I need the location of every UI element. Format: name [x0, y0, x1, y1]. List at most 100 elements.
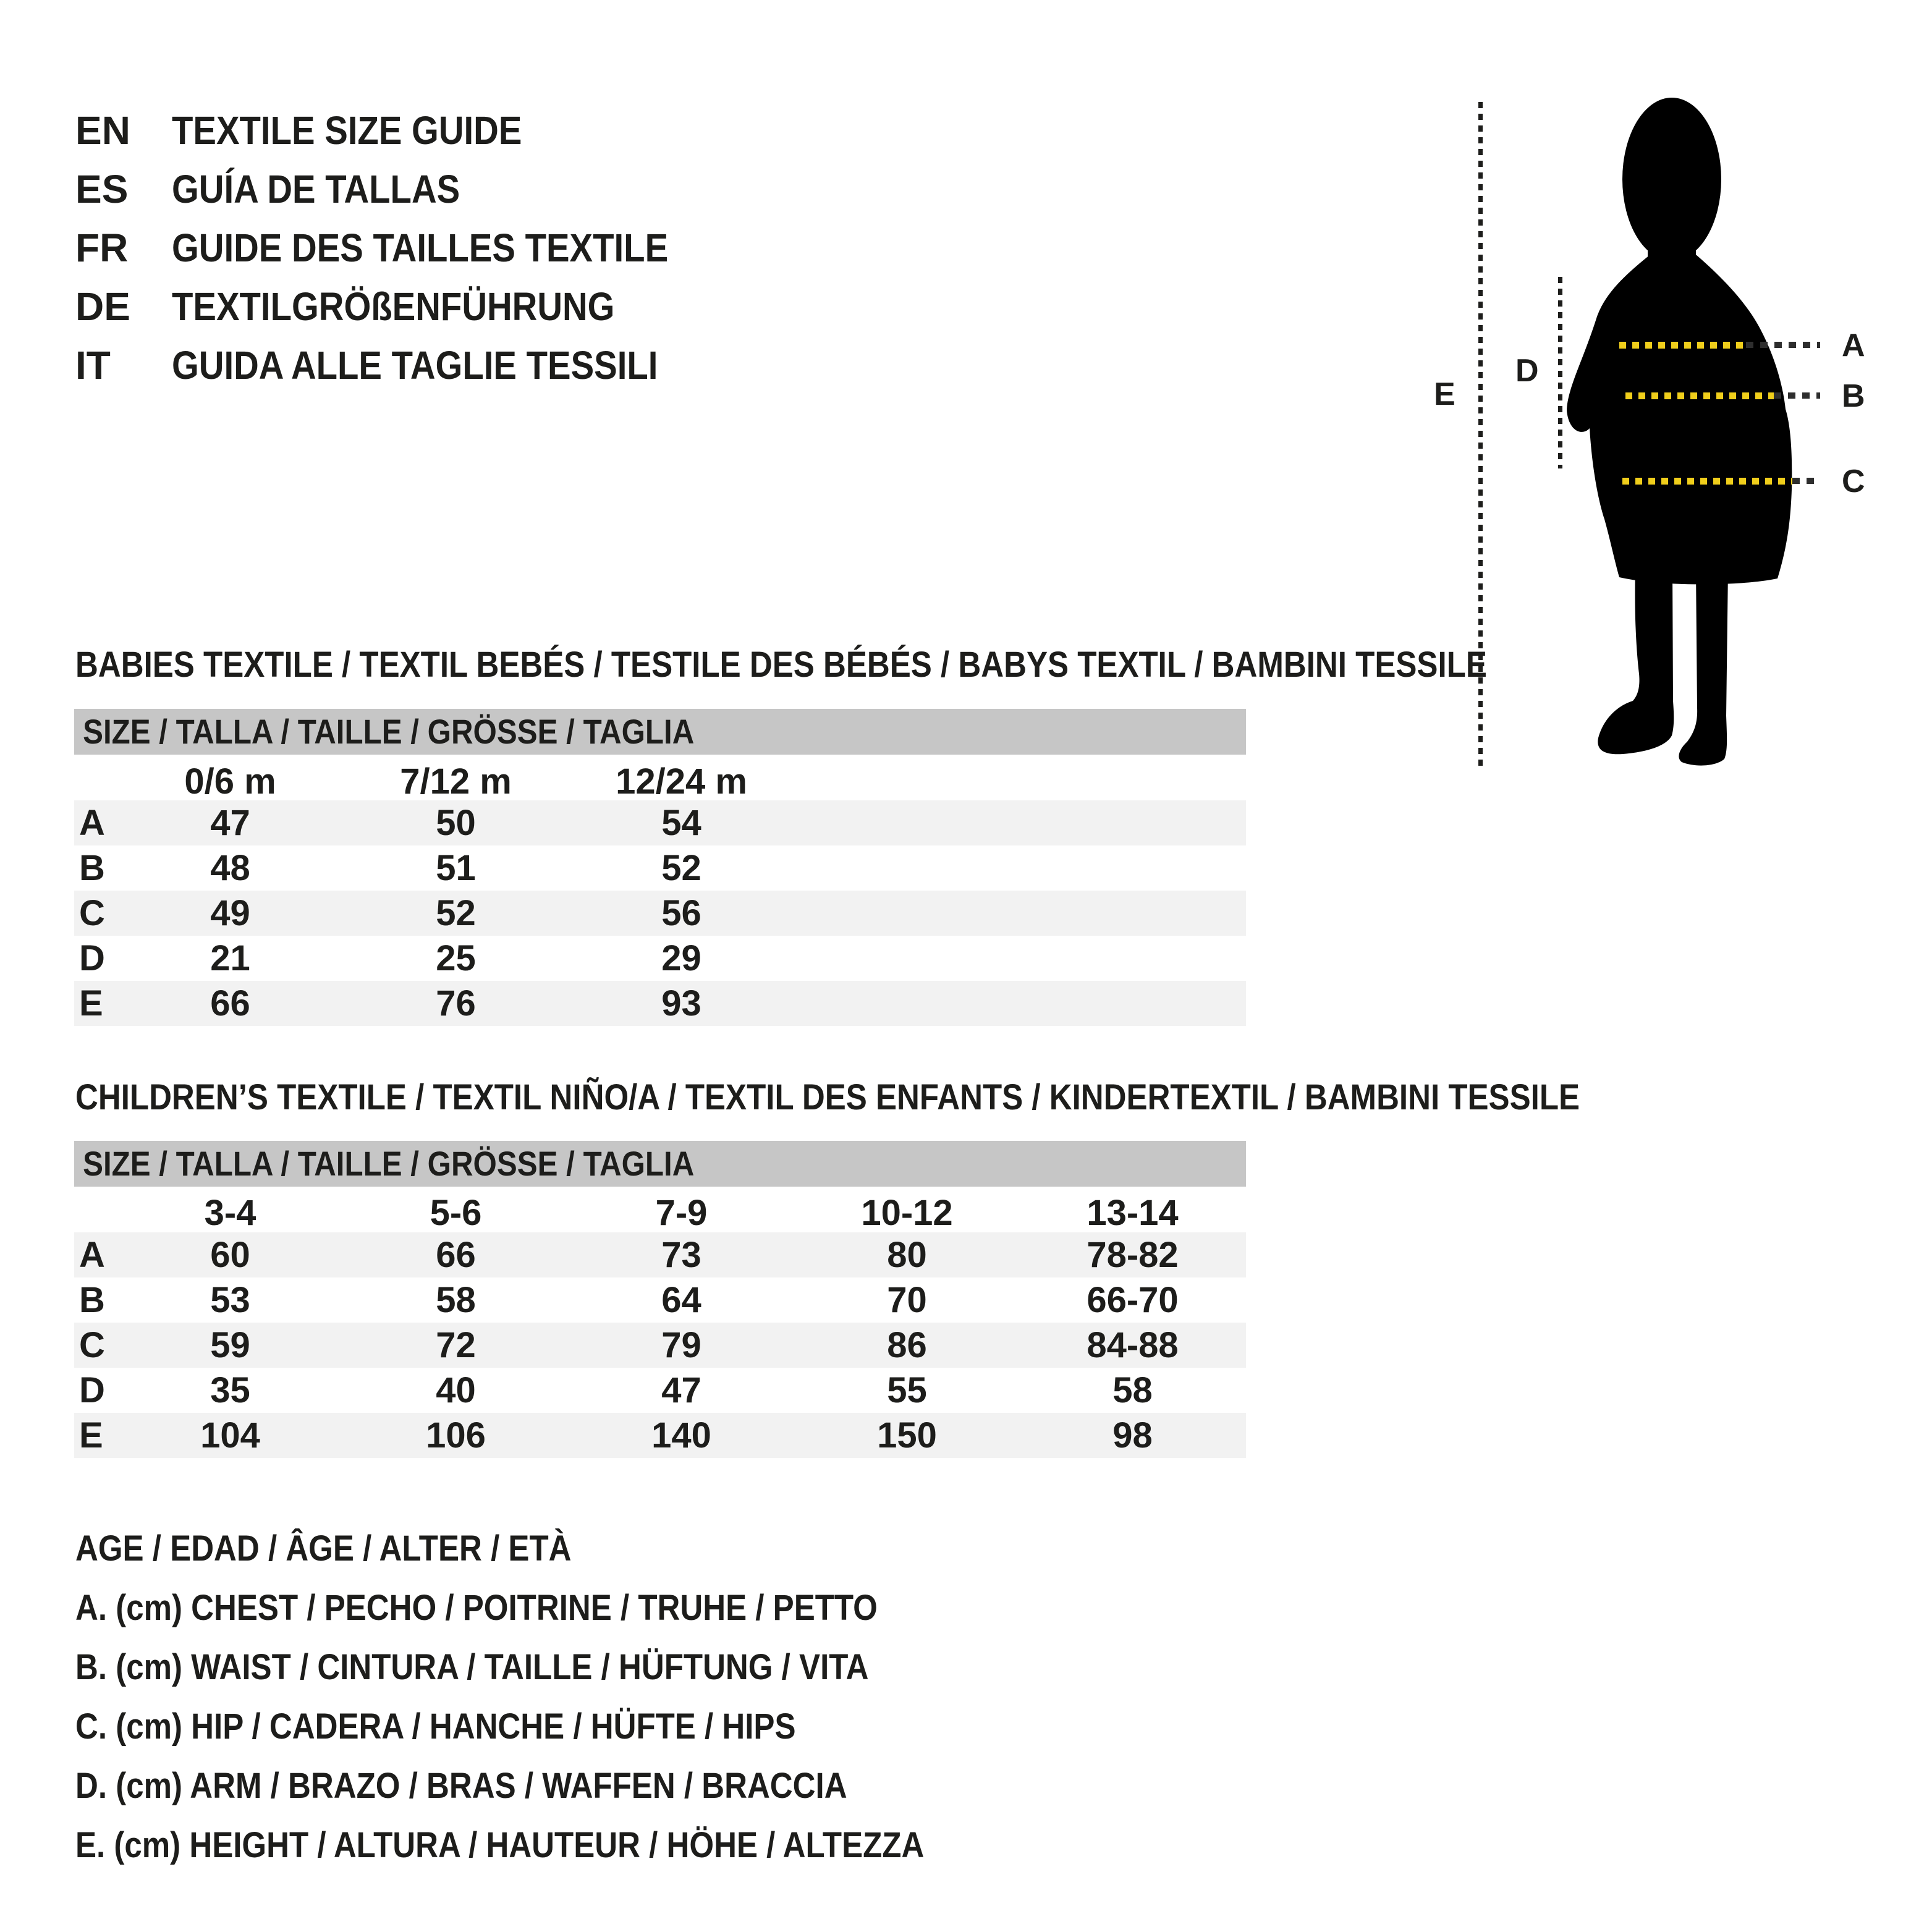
- row-label: B: [79, 848, 105, 888]
- table-cell: 76: [436, 983, 476, 1023]
- table-cell: 58: [436, 1280, 476, 1320]
- table-cell: 54: [661, 803, 701, 843]
- height-measure-line-e: [1478, 102, 1483, 766]
- waist-measure-line-b: [1625, 392, 1774, 399]
- table-cell: 29: [661, 938, 701, 978]
- row-label: E: [79, 983, 103, 1023]
- table-cell: 47: [210, 803, 250, 843]
- language-title-it: GUIDA ALLE TAGLIE TESSILI: [172, 343, 658, 388]
- children-column-header: 3-4: [204, 1192, 256, 1233]
- babies-size-header-bar: SIZE / TALLA / TAILLE / GRÖSSE / TAGLIA: [74, 709, 1246, 755]
- children-column-header: 5-6: [430, 1192, 482, 1233]
- table-cell: 21: [210, 938, 250, 978]
- table-cell: 49: [210, 893, 250, 933]
- table-cell: 150: [877, 1415, 937, 1455]
- table-row: C 49 52 56: [74, 891, 1246, 936]
- row-label: A: [79, 1235, 105, 1275]
- language-code-en: EN: [75, 108, 130, 153]
- arm-measure-line-d: [1558, 277, 1562, 468]
- babies-size-header-text: SIZE / TALLA / TAILLE / GRÖSSE / TAGLIA: [83, 712, 695, 751]
- table-cell: 78-82: [1087, 1235, 1179, 1275]
- language-title-de: TEXTILGRÖßENFÜHRUNG: [172, 284, 615, 329]
- table-cell: 66-70: [1087, 1280, 1179, 1320]
- figure-label-d: D: [1515, 353, 1539, 389]
- table-cell: 64: [661, 1280, 701, 1320]
- table-cell: 56: [661, 893, 701, 933]
- table-cell: 70: [887, 1280, 927, 1320]
- table-cell: 104: [200, 1415, 260, 1455]
- language-title-fr: GUIDE DES TAILLES TEXTILE: [172, 226, 669, 270]
- children-column-header: 13-14: [1087, 1192, 1179, 1233]
- table-cell: 140: [651, 1415, 711, 1455]
- figure-label-c: C: [1842, 464, 1865, 499]
- table-cell: 72: [436, 1325, 476, 1365]
- babies-column-header: 12/24 m: [616, 761, 747, 802]
- table-cell: 73: [661, 1235, 701, 1275]
- table-cell: 50: [436, 803, 476, 843]
- waist-measure-line-b-extension: [1774, 392, 1820, 399]
- legend-line-arm: D. (cm) ARM / BRAZO / BRAS / WAFFEN / BR…: [75, 1766, 847, 1806]
- children-table: A 60 66 73 80 78-82 B 53 58 64 70 66-70 …: [74, 1232, 1246, 1458]
- language-code-de: DE: [75, 284, 130, 329]
- legend-line-hip: C. (cm) HIP / CADERA / HANCHE / HÜFTE / …: [75, 1706, 796, 1747]
- table-cell: 52: [436, 893, 476, 933]
- language-title-es: GUÍA DE TALLAS: [172, 167, 460, 211]
- table-cell: 52: [661, 848, 701, 888]
- table-cell: 106: [426, 1415, 486, 1455]
- table-cell: 25: [436, 938, 476, 978]
- child-silhouette-icon: [1567, 98, 1792, 766]
- table-cell: 35: [210, 1370, 250, 1410]
- table-row: D 35 40 47 55 58: [74, 1368, 1246, 1413]
- table-cell: 53: [210, 1280, 250, 1320]
- table-row: E 66 76 93: [74, 981, 1246, 1026]
- table-cell: 40: [436, 1370, 476, 1410]
- table-cell: 48: [210, 848, 250, 888]
- row-label: C: [79, 893, 105, 933]
- children-size-header-text: SIZE / TALLA / TAILLE / GRÖSSE / TAGLIA: [83, 1144, 695, 1183]
- table-cell: 93: [661, 983, 701, 1023]
- table-row: C 59 72 79 86 84-88: [74, 1323, 1246, 1368]
- table-row: B 48 51 52: [74, 845, 1246, 891]
- babies-section-heading: BABIES TEXTILE / TEXTIL BEBÉS / TESTILE …: [75, 645, 1487, 685]
- language-code-it: IT: [75, 343, 111, 388]
- hip-measure-line-c-extension: [1792, 478, 1820, 484]
- measurement-figure: A B C D E: [1409, 93, 1932, 803]
- language-code-es: ES: [75, 167, 129, 211]
- row-label: E: [79, 1415, 103, 1455]
- babies-table: A 47 50 54 B 48 51 52 C 49 52 56 D 21 25: [74, 800, 1246, 1026]
- legend-line-chest: A. (cm) CHEST / PECHO / POITRINE / TRUHE…: [75, 1588, 878, 1628]
- hip-measure-line-c: [1622, 478, 1792, 485]
- figure-label-b: B: [1842, 378, 1865, 414]
- table-row: D 21 25 29: [74, 936, 1246, 981]
- table-cell: 84-88: [1087, 1325, 1179, 1365]
- table-cell: 66: [436, 1235, 476, 1275]
- table-cell: 55: [887, 1370, 927, 1410]
- row-label: A: [79, 803, 105, 843]
- babies-column-header: 7/12 m: [400, 761, 512, 802]
- children-size-header-bar: SIZE / TALLA / TAILLE / GRÖSSE / TAGLIA: [74, 1141, 1246, 1187]
- legend-line-height: E. (cm) HEIGHT / ALTURA / HAUTEUR / HÖHE…: [75, 1825, 925, 1865]
- table-cell: 59: [210, 1325, 250, 1365]
- figure-label-e: E: [1434, 376, 1455, 412]
- legend-line-waist: B. (cm) WAIST / CINTURA / TAILLE / HÜFTU…: [75, 1647, 869, 1687]
- table-row: E 104 106 140 150 98: [74, 1413, 1246, 1458]
- babies-column-header-row: 0/6 m 7/12 m 12/24 m: [74, 761, 1246, 802]
- table-cell: 66: [210, 983, 250, 1023]
- table-row: B 53 58 64 70 66-70: [74, 1277, 1246, 1323]
- figure-label-a: A: [1842, 328, 1865, 363]
- chest-measure-line-a-extension: [1746, 342, 1820, 348]
- table-row: A 47 50 54: [74, 800, 1246, 845]
- row-label: C: [79, 1325, 105, 1365]
- table-cell: 86: [887, 1325, 927, 1365]
- row-label: B: [79, 1280, 105, 1320]
- table-cell: 80: [887, 1235, 927, 1275]
- children-column-header: 7-9: [655, 1192, 708, 1233]
- children-section-heading: CHILDREN’S TEXTILE / TEXTIL NIÑO/A / TEX…: [75, 1077, 1580, 1117]
- table-cell: 60: [210, 1235, 250, 1275]
- language-code-fr: FR: [75, 226, 129, 270]
- table-cell: 79: [661, 1325, 701, 1365]
- chest-measure-line-a: [1619, 342, 1746, 349]
- table-row: A 60 66 73 80 78-82: [74, 1232, 1246, 1277]
- babies-column-header: 0/6 m: [184, 761, 276, 802]
